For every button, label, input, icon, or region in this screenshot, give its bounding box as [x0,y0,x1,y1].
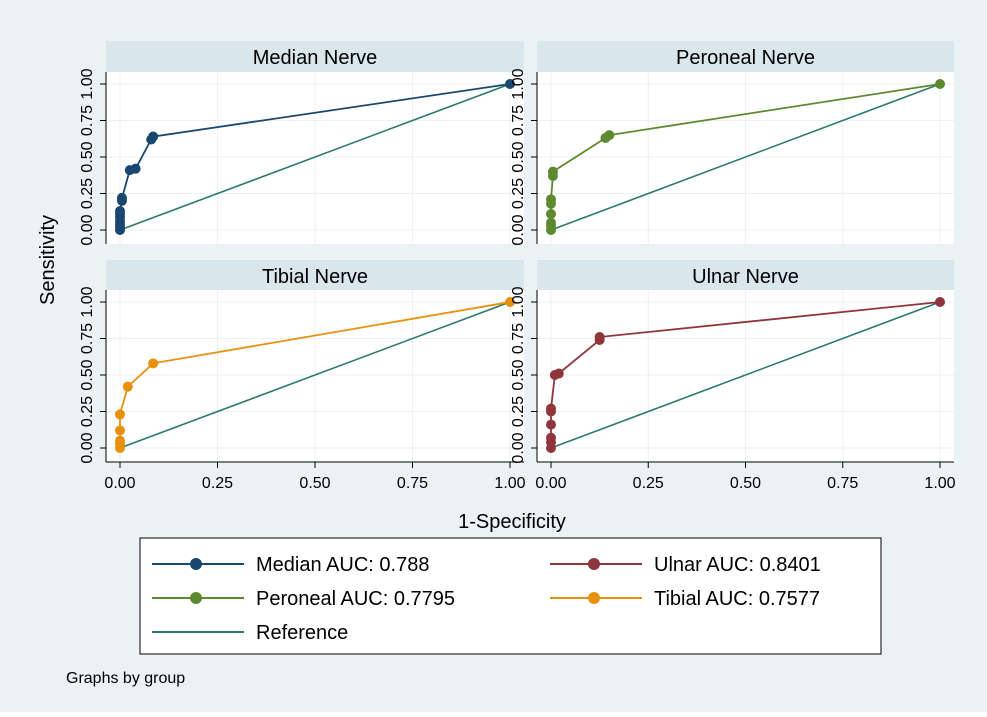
roc-point [935,79,945,89]
roc-point [130,163,141,174]
y-tick-label: 0.50 [510,141,527,172]
legend-label: Tibial AUC: 0.7577 [654,588,820,610]
roc-point [148,131,159,142]
x-tick-label: 0.25 [202,475,233,492]
y-tick-label: 0.50 [79,141,96,172]
roc-point [546,194,556,205]
x-tick-label: 0.00 [535,475,566,492]
legend: Median AUC: 0.788 Ulnar AUC: 0.8401 Perone… [139,537,882,655]
y-tick-label: 0.00 [79,214,96,245]
y-axis-label: Sensitivity [37,215,59,305]
roc-point [546,432,556,443]
panel-strip [106,260,524,291]
y-tick-label: 0.50 [510,359,527,390]
y-tick-label: 0.50 [79,359,96,390]
panel-ulnar: Ulnar Nerve 0.00 0.25 0.50 0.75 1.00 0.00 0.25 0… [510,260,956,492]
roc-point [505,79,515,89]
legend-item-peroneal: Peroneal AUC: 0.7795 [152,588,455,610]
y-tick-label: 1.00 [79,286,96,317]
y-tick-label: 0.75 [510,105,527,136]
graphs-by-note: Graphs by group [66,670,185,687]
x-tick-label: 0.75 [827,475,858,492]
panel-strip [537,41,954,72]
panels: Median Nerve0.000.250.500.751.00Peroneal… [79,41,956,492]
y-tick-label: 0.75 [79,323,96,354]
x-axis-label: 1-Specificity [458,511,566,533]
panel-peroneal: Peroneal Nerve 0.00 0.25 0.50 0.75 1.00 [510,41,954,246]
roc-point [115,435,125,446]
y-tick-label: 0.75 [510,323,527,354]
legend-label: Reference [256,622,348,644]
roc-point [935,297,945,307]
y-tick-label: 1.00 [79,68,96,99]
x-tick-label: 0.00 [104,475,135,492]
x-tick-label: 0.50 [730,475,761,492]
panel-median: Median Nerve 0.00 0.25 0.50 0.75 1.00 [79,41,524,246]
x-tick-label: 0.50 [299,475,330,492]
panel-title: Tibial Nerve [262,266,368,288]
y-tick-label: 1.00 [510,286,527,317]
legend-label: Peroneal AUC: 0.7795 [256,588,455,610]
panel-strip [106,41,524,72]
y-tick-label: 0.25 [510,396,527,427]
y-tick-label: 0.00 [510,214,527,245]
roc-point [547,166,558,177]
x-tick-label: 0.25 [633,475,664,492]
legend-marker [190,592,202,604]
y-tick-label: 0.00 [510,432,527,463]
y-tick-label: 0.75 [79,105,96,136]
legend-box [139,537,882,655]
roc-point [594,332,605,343]
legend-label: Ulnar AUC: 0.8401 [654,554,821,576]
panel-title: Peroneal Nerve [676,47,815,69]
y-tick-label: 1.00 [510,68,527,99]
roc-point [115,425,125,436]
panel-strip [537,260,954,291]
roc-point [122,381,133,392]
reference-line [119,301,511,449]
legend-item-ulnar: Ulnar AUC: 0.8401 [550,554,821,576]
roc-point [148,358,159,369]
roc-point [546,217,556,228]
panel-tibial: Tibial Nerve 0.00 0.25 0.50 0.75 1.00 0.00 0.25… [79,260,526,492]
roc-point [553,368,564,379]
reference-line [550,83,941,231]
roc-point [116,192,127,203]
roc-point [604,130,615,141]
x-tick-label: 1.00 [494,475,525,492]
roc-point [546,208,556,219]
reference-line [550,301,941,449]
x-tick-label: 0.75 [397,475,428,492]
y-tick-label: 0.25 [79,396,96,427]
legend-marker [588,592,600,604]
x-tick-label: 1.00 [924,475,955,492]
panel-title: Median Nerve [253,47,378,69]
y-tick-label: 0.25 [510,178,527,209]
legend-marker [588,558,600,570]
panel-title: Ulnar Nerve [692,266,799,288]
legend-item-reference: Reference [152,622,348,644]
roc-point [546,403,556,414]
roc-point [505,297,515,307]
legend-label: Median AUC: 0.788 [256,554,429,576]
legend-item-tibial: Tibial AUC: 0.7577 [550,588,820,610]
y-tick-label: 0.00 [79,432,96,463]
legend-marker [190,558,202,570]
roc-point [115,206,125,217]
y-tick-label: 0.25 [79,178,96,209]
reference-line [119,83,511,231]
roc-point [546,419,556,430]
roc-point [115,409,125,420]
legend-item-median: Median AUC: 0.788 [152,554,429,576]
